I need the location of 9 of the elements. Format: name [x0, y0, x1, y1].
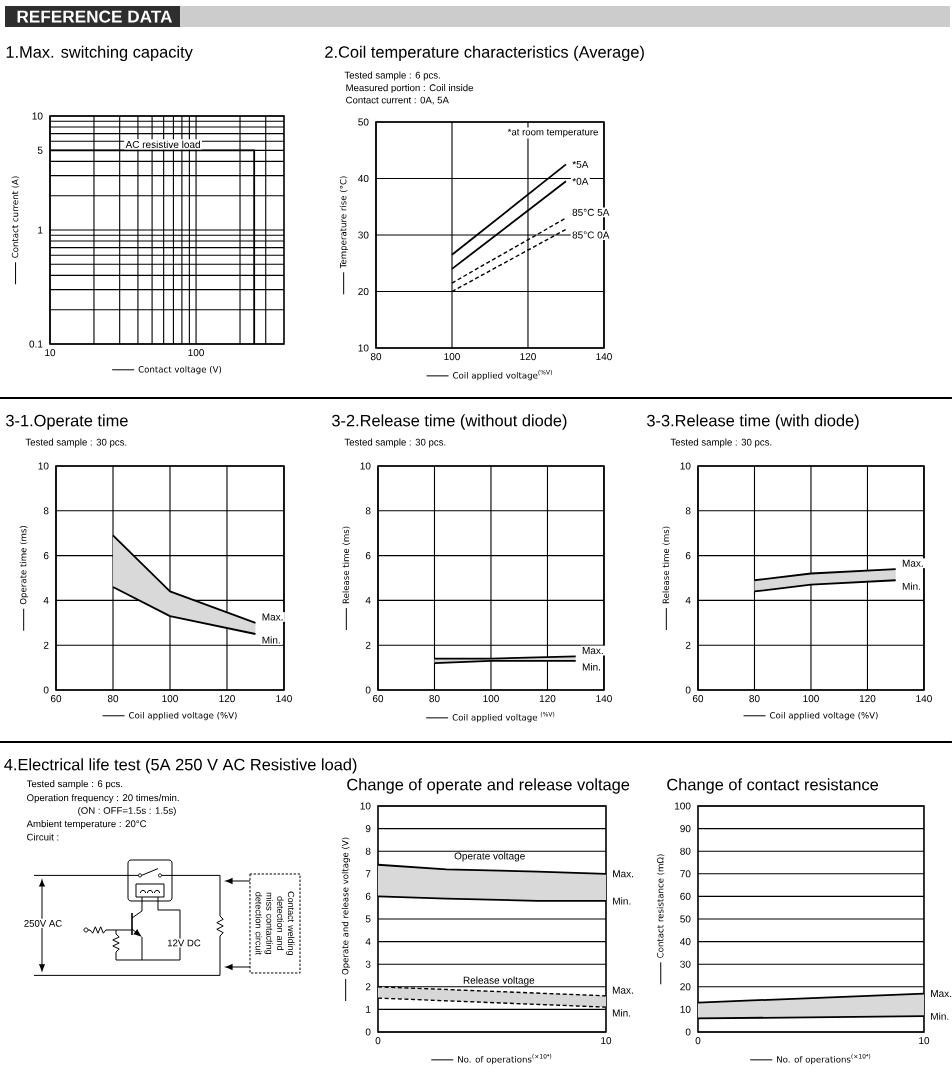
- chart-title: 1.Max. switching capacity: [6, 45, 193, 62]
- chart-title: Change of contact resistance: [667, 778, 879, 794]
- chart-title: 3-2.Release time (without diode): [332, 414, 567, 430]
- chart-title: 2.Coil temperature characteristics (Average): [325, 45, 644, 62]
- chart-title: 3-3.Release time (with diode): [647, 414, 859, 430]
- text: 4.Electrical life test (5A 250 V AC Resistive load): [4, 758, 357, 774]
- text: REFERENCE DATA: [17, 10, 172, 23]
- chart-title: Change of operate and release voltage: [347, 778, 630, 794]
- chart-title: 3-1.Operate time: [6, 414, 128, 430]
